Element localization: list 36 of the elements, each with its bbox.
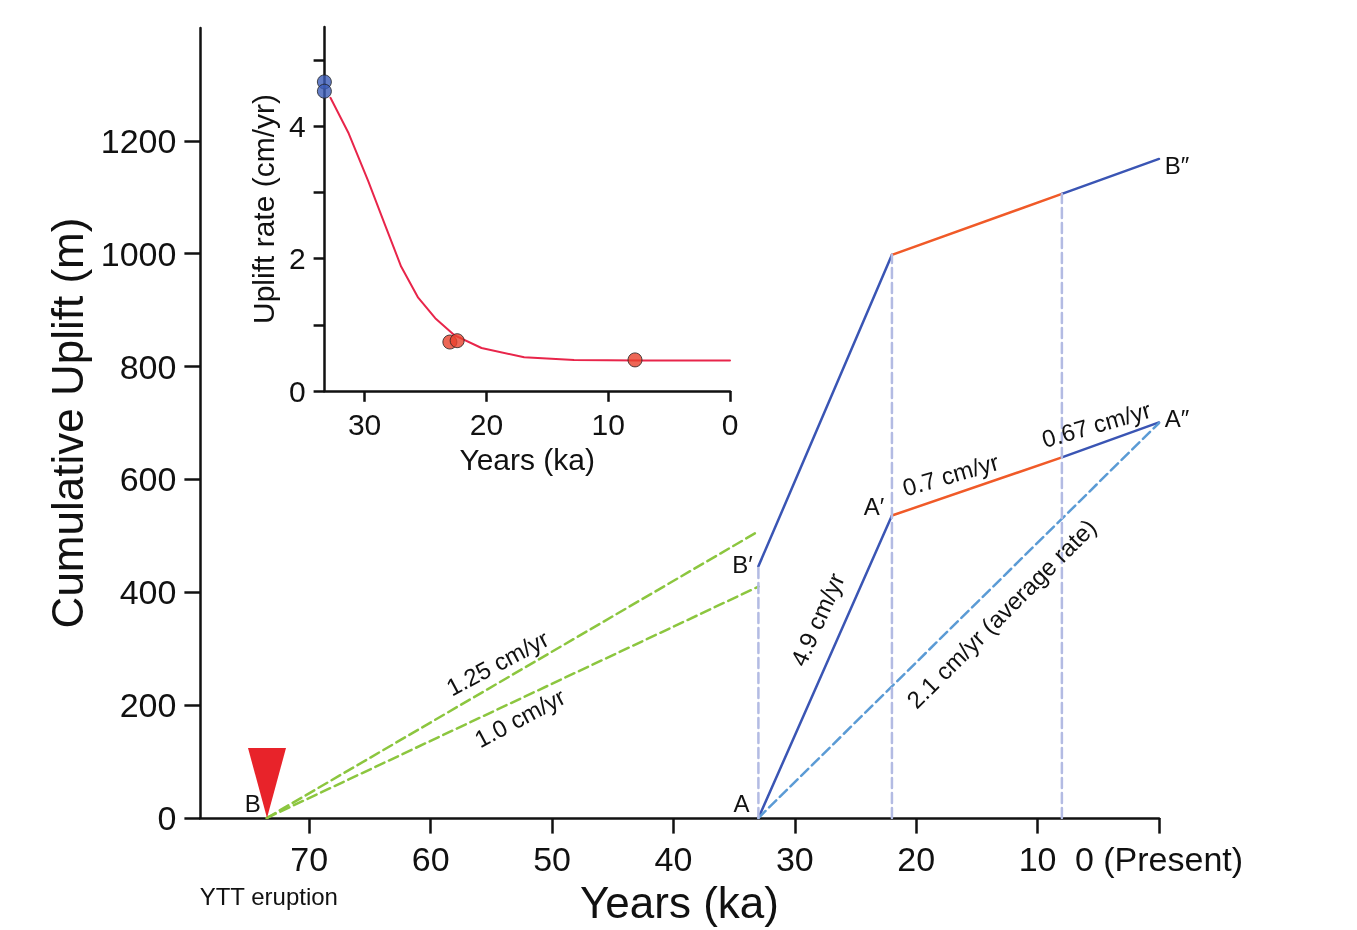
y-tick-label: 200 (119, 686, 177, 725)
annotation: A (733, 789, 750, 817)
annotation: A′ (863, 493, 885, 521)
y-tick-label: 800 (119, 347, 177, 386)
x-tick-label: 0 (721, 408, 739, 442)
x-tick-label: 20 (469, 408, 504, 442)
y-tick-label: 1200 (100, 121, 177, 160)
annotation: B′ (732, 550, 754, 578)
x-tick-label: 30 (775, 839, 814, 878)
y-axis-title: Cumulative Uplift (m) (43, 217, 93, 629)
y-tick-label: 600 (119, 460, 177, 499)
x-tick-label: 70 (290, 839, 329, 878)
x-tick-label: 60 (411, 839, 450, 878)
x-tick-label: 10 (1018, 839, 1057, 878)
y-tick-label: 400 (119, 573, 177, 612)
annotation: A″ (1164, 404, 1190, 432)
annotation: 0.7 cm/yr (899, 448, 1002, 502)
annotation: 0.67 cm/yr (1038, 396, 1154, 453)
x-axis-title: Years (ka) (459, 443, 595, 477)
x-tick-label: 20 (897, 839, 936, 878)
y-axis-title: Uplift rate (cm/yr) (246, 93, 280, 325)
y-tick-label: 0 (157, 799, 177, 837)
y-tick-label: 1000 (100, 234, 177, 273)
x-tick-label: 10 (591, 408, 625, 442)
x-tick-label: 30 (347, 408, 382, 442)
annotation: B″ (1164, 152, 1190, 180)
x-tick-label: 50 (533, 839, 571, 878)
y-tick-label: 0 (288, 374, 306, 408)
annotation: 4.9 cm/yr (784, 569, 850, 671)
x-axis-title: Years (ka) (580, 878, 779, 927)
y-tick-label: 2 (288, 242, 306, 276)
x-tick-label: 0 (Present) (1074, 839, 1244, 878)
x-tick-label: 40 (654, 839, 693, 878)
y-tick-label: 4 (288, 109, 306, 143)
annotation: B (244, 789, 261, 817)
annotation: YTT eruption (199, 882, 338, 910)
